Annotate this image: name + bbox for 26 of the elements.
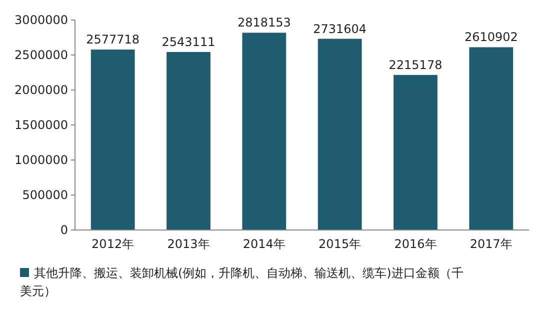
y-tick-label: 0 [60,223,68,238]
bar [242,32,286,230]
data-label: 2818153 [237,16,291,30]
data-label: 2543111 [162,34,216,49]
x-tick-label: 2017年 [470,237,512,251]
x-tick-label: 2015年 [318,237,362,251]
legend-label: 其他升降、搬运、装卸机械(例如，升降机、自动梯、输送机、缆车)进口金额（千美元） [20,266,464,298]
y-tick-label: 500000 [22,188,68,202]
bar [469,47,514,230]
y-tick-label: 1000000 [14,153,68,168]
bar [90,50,135,230]
x-tick-label: 2014年 [242,237,286,251]
data-label: 2610902 [464,30,518,44]
y-tick-label: 3000000 [14,13,68,28]
bar [166,52,210,230]
bar [394,74,438,230]
x-tick-label: 2013年 [167,237,210,251]
data-label: 2577718 [86,32,140,47]
data-label: 2731604 [313,22,367,36]
bar [318,38,362,230]
y-tick-label: 2500000 [14,48,68,62]
y-tick-label: 2000000 [14,83,68,98]
x-tick-label: 2016年 [394,237,437,251]
data-label: 2215178 [388,58,442,72]
y-tick-label: 1500000 [14,118,68,132]
x-tick-label: 2012年 [92,237,134,251]
